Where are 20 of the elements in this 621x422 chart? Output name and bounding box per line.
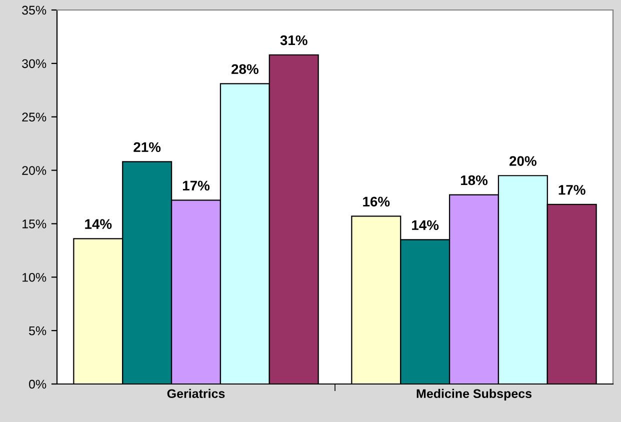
y-tick-label: 15% [22,220,46,228]
data-label: 31% [280,35,308,46]
y-tick-label: 5% [29,326,46,336]
data-label: 28% [232,64,258,74]
x-tick-label: Medicine Subspecs [416,388,532,401]
x-tick-label: Geriatrics [167,388,225,398]
data-label: 17% [558,184,586,195]
y-tick-label: 25% [22,112,46,122]
y-tick-label: 0% [29,380,46,389]
y-tick-label: 10% [22,272,46,282]
data-label: 20% [510,156,536,166]
data-label: 17% [182,180,210,190]
y-tick-label: 20% [22,166,46,175]
data-label: 14% [412,220,439,230]
data-label: 21% [134,142,161,152]
data-label: 16% [363,196,390,207]
y-tick-label: 35% [22,6,46,15]
y-tick-label: 30% [22,59,46,68]
data-label: 14% [85,219,112,229]
data-label: 18% [460,175,488,186]
